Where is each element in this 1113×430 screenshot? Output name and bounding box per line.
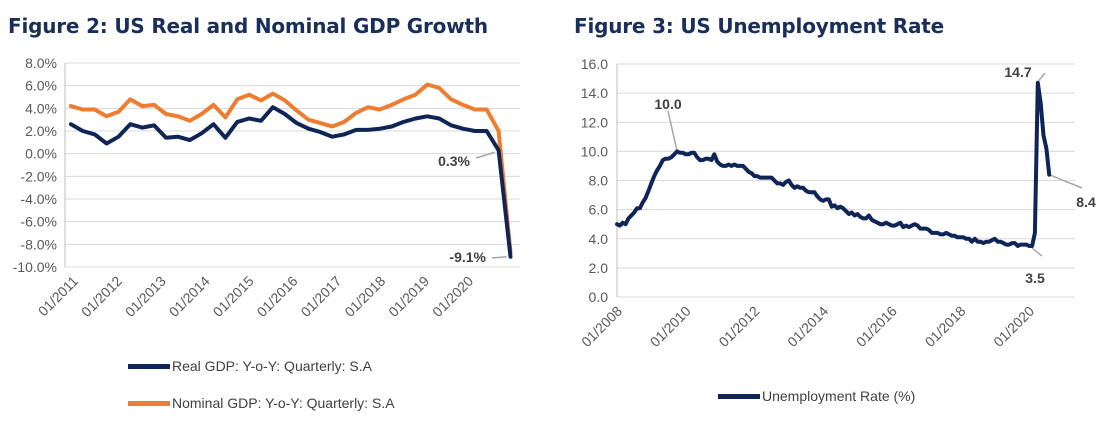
x-tick-label: 01/2014: [166, 273, 213, 320]
x-tick-label: 01/2017: [297, 273, 344, 320]
legend-swatch-unemployment: [718, 393, 760, 399]
y-tick-label: 14.0: [581, 85, 608, 101]
x-tick-label: 01/2018: [922, 303, 969, 350]
x-tick-label: 01/2014: [784, 303, 831, 350]
x-tick-label: 01/2011: [35, 273, 82, 320]
y-tick-label: -4.0%: [20, 191, 57, 207]
gdp-growth-panel: Figure 2: US Real and Nominal GDP Growth…: [8, 14, 520, 411]
x-tick-label: 01/2010: [647, 303, 694, 350]
y-tick-label: 4.0: [589, 231, 609, 247]
y-tick-label: 8.0%: [25, 55, 57, 71]
legend-label-nominal-gdp: Nominal GDP: Y-o-Y: Quarterly: S.A: [172, 395, 395, 411]
series-line-real-gdp-y-o-y-quarterly-s-a: [68, 105, 513, 259]
y-tick-label: 12.0: [581, 114, 608, 130]
legend-item-nominal-gdp: Nominal GDP: Y-o-Y: Quarterly: S.A: [128, 395, 395, 411]
data-label-unemployment-min-2020: 3.5: [1025, 270, 1045, 286]
legend-label-real-gdp: Real GDP: Y-o-Y: Quarterly: S.A: [172, 358, 372, 374]
y-tick-label: 8.0: [589, 173, 609, 189]
x-tick-label: 01/2020: [990, 303, 1037, 350]
y-tick-label: 0.0: [589, 289, 609, 305]
data-label-unemployment-latest: 8.4: [1076, 194, 1096, 210]
x-tick-label: 01/2020: [429, 273, 476, 320]
gdp-growth-chart: 8.0% 6.0% 4.0% 2.0% 0.0% -2.0% -4.0% -6.0% -8.0%…: [13, 55, 520, 320]
legend-label-unemployment: Unemployment Rate (%): [762, 388, 916, 404]
x-tick-label: 01/2015: [210, 273, 257, 320]
legend-item-unemployment: Unemployment Rate (%): [718, 388, 915, 404]
y-tick-label: 6.0: [589, 202, 609, 218]
x-tick-label: 01/2013: [122, 273, 169, 320]
y-tick-label: -10.0%: [13, 259, 57, 275]
y-tick-label: 4.0%: [25, 100, 57, 116]
y-tick-label: 2.0: [589, 260, 609, 276]
series-line-unemployment-rate: [615, 80, 1052, 248]
annotation-leader-line: [475, 151, 495, 159]
unemployment-panel: Figure 3: US Unemployment Rate 16.0 14.0 1…: [560, 0, 1113, 430]
series-line-nominal-gdp-y-o-y-quarterly-s-a: [68, 82, 513, 255]
data-label-unemployment-peak-2009: 10.0: [654, 96, 681, 112]
y-tick-label: 16.0: [581, 56, 608, 72]
annotation-leader-line: [667, 110, 678, 152]
x-tick-label: 01/2019: [385, 273, 432, 320]
legend-swatch-real-gdp: [128, 363, 170, 369]
y-tick-label: 6.0%: [25, 78, 57, 94]
unemployment-chart-title: Figure 3: US Unemployment Rate: [574, 14, 944, 38]
gdp-chart-title: Figure 2: US Real and Nominal GDP Growth: [8, 14, 488, 38]
annotation-leader-line: [1031, 247, 1043, 257]
y-tick-label: -6.0%: [20, 214, 57, 230]
annotation-leader-line: [491, 256, 507, 259]
x-tick-label: 01/2012: [715, 303, 762, 350]
y-tick-label: 10.0: [581, 143, 608, 159]
y-tick-label: 2.0%: [25, 123, 57, 139]
x-tick-label: 01/2016: [254, 273, 301, 320]
data-label-unemployment-max-2020: 14.7: [1004, 64, 1031, 80]
data-label-real-gdp-2020q1: 0.3%: [438, 153, 470, 169]
y-tick-label: -2.0%: [20, 168, 57, 184]
data-label-real-gdp-2020q2: -9.1%: [449, 249, 486, 265]
legend-swatch-nominal-gdp: [128, 400, 170, 406]
y-tick-label: -8.0%: [20, 236, 57, 252]
unemployment-chart: 16.0 14.0 12.0 10.0 8.0 6.0 4.0 2.0 0.001/2008 01…: [578, 56, 1096, 350]
x-tick-label: 01/2016: [853, 303, 900, 350]
y-tick-label: 0.0%: [25, 146, 57, 162]
x-tick-label: 01/2008: [578, 303, 625, 350]
legend-item-real-gdp: Real GDP: Y-o-Y: Quarterly: S.A: [128, 358, 372, 374]
x-tick-label: 01/2012: [78, 273, 125, 320]
x-tick-label: 01/2018: [341, 273, 388, 320]
annotation-leader-line: [1048, 173, 1083, 189]
